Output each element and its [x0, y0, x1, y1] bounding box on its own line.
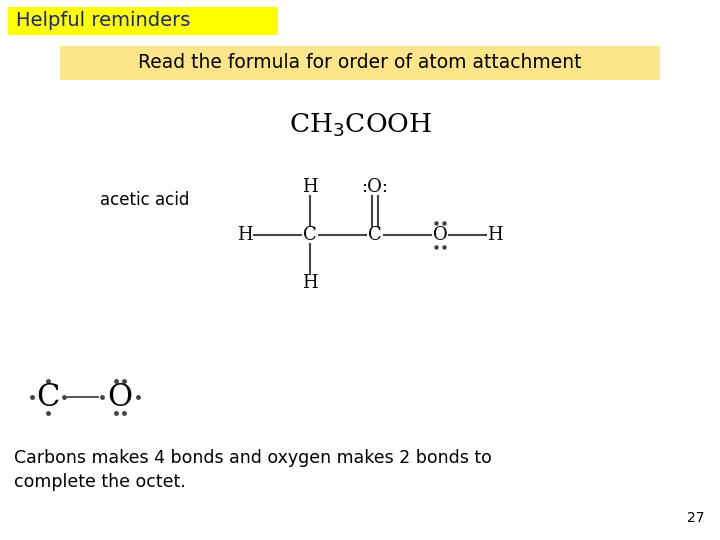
FancyBboxPatch shape — [8, 7, 278, 35]
Text: complete the octet.: complete the octet. — [14, 473, 186, 491]
Text: Helpful reminders: Helpful reminders — [16, 11, 190, 30]
Text: H: H — [302, 274, 318, 292]
Text: Read the formula for order of atom attachment: Read the formula for order of atom attac… — [138, 53, 582, 72]
Text: H: H — [487, 226, 503, 244]
Text: O: O — [107, 381, 132, 413]
Text: acetic acid: acetic acid — [100, 191, 189, 209]
Text: CH$_3$COOH: CH$_3$COOH — [289, 111, 431, 139]
Text: C: C — [368, 226, 382, 244]
Text: Carbons makes 4 bonds and oxygen makes 2 bonds to: Carbons makes 4 bonds and oxygen makes 2… — [14, 449, 492, 467]
Text: :O:: :O: — [361, 178, 389, 196]
Text: C: C — [36, 381, 60, 413]
Text: O: O — [433, 226, 447, 244]
Text: H: H — [302, 178, 318, 196]
Text: 27: 27 — [688, 511, 705, 525]
FancyBboxPatch shape — [60, 46, 660, 80]
Text: H: H — [237, 226, 253, 244]
Text: C: C — [303, 226, 317, 244]
